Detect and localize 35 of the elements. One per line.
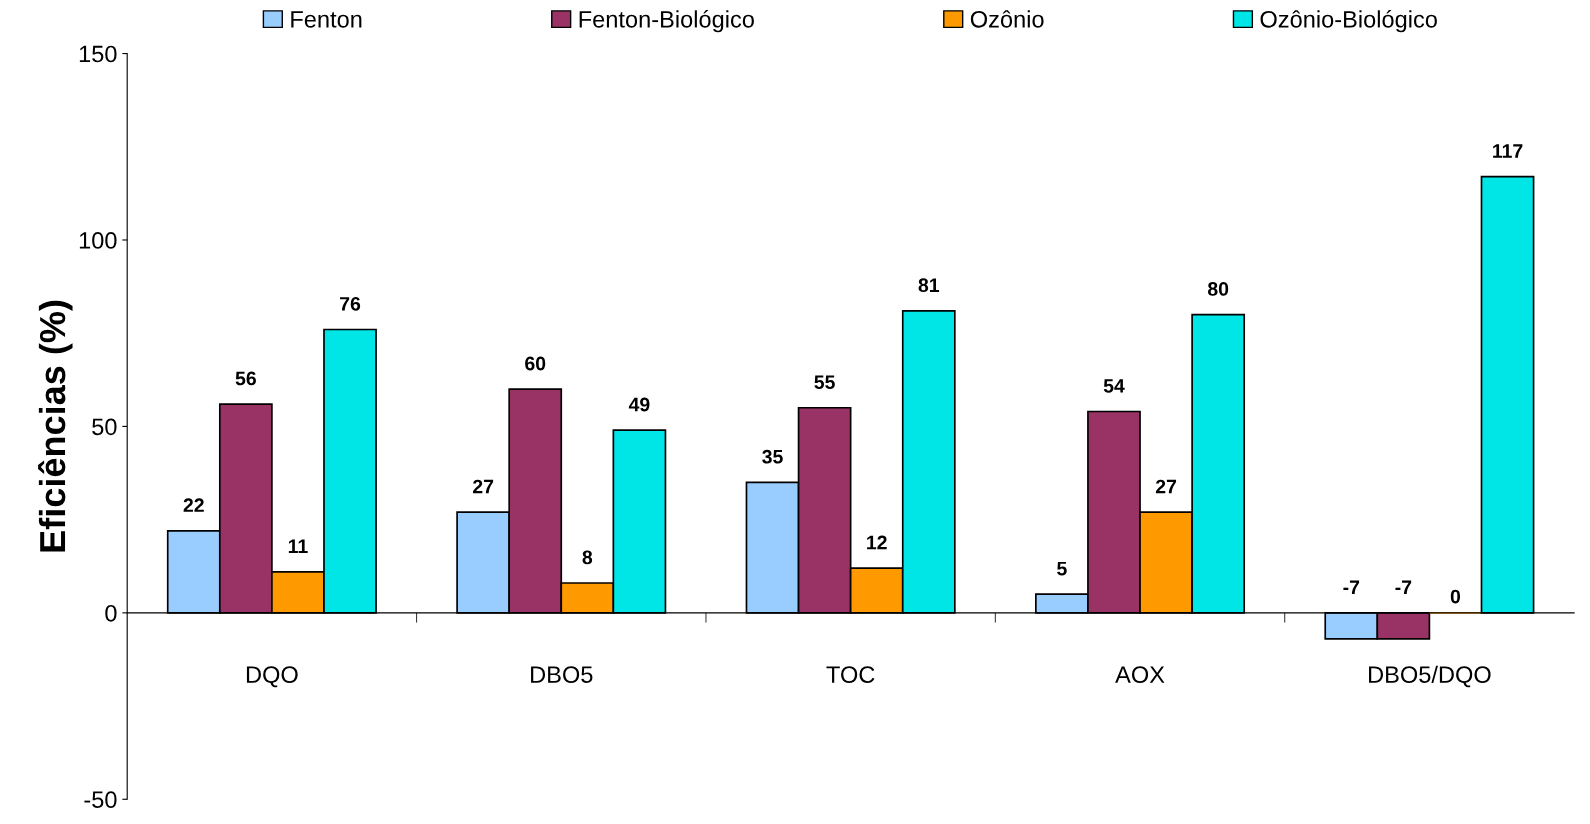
data-label: 76 <box>340 296 361 311</box>
y-tick-label: 50 <box>92 418 117 436</box>
data-label: 54 <box>1103 379 1125 393</box>
legend-label: Fenton <box>291 11 362 28</box>
data-label: 27 <box>1155 479 1177 494</box>
data-label: 12 <box>867 535 887 550</box>
y-tick-label: -50 <box>84 791 117 809</box>
y-tick-label: 0 <box>105 604 117 622</box>
y-tick-label: 150 <box>79 45 117 63</box>
data-label: 56 <box>235 371 256 386</box>
data-label: -7 <box>1395 580 1412 594</box>
data-label: 60 <box>525 356 546 371</box>
data-label: 0 <box>1450 589 1461 604</box>
legend-label: Ozônio-Biológico <box>1260 10 1437 33</box>
x-tick-label: TOC <box>826 666 875 683</box>
data-label: 11 <box>288 539 308 553</box>
y-tick-label: 100 <box>79 232 117 249</box>
x-tick-label: DQO <box>246 666 298 688</box>
data-label: 27 <box>473 479 494 494</box>
data-label: 80 <box>1207 282 1229 296</box>
x-tick-label: DBO5/DQO <box>1369 665 1491 688</box>
legend-label: Ozônio <box>970 10 1044 28</box>
x-tick-label: AOX <box>1115 666 1165 683</box>
data-label: -7 <box>1343 580 1360 594</box>
data-label: 117 <box>1493 144 1523 158</box>
data-label: 35 <box>762 449 783 464</box>
data-label: 55 <box>814 375 835 390</box>
data-label: 49 <box>628 397 650 412</box>
y-axis-title: Eficiências (%) <box>38 300 73 552</box>
legend-label: Fenton-Biológico <box>579 10 754 33</box>
data-label: 5 <box>1057 561 1067 576</box>
data-label: 8 <box>582 550 593 565</box>
x-tick-label: DBO5 <box>531 666 593 683</box>
data-label: 22 <box>183 498 204 512</box>
data-label: 81 <box>918 278 940 293</box>
